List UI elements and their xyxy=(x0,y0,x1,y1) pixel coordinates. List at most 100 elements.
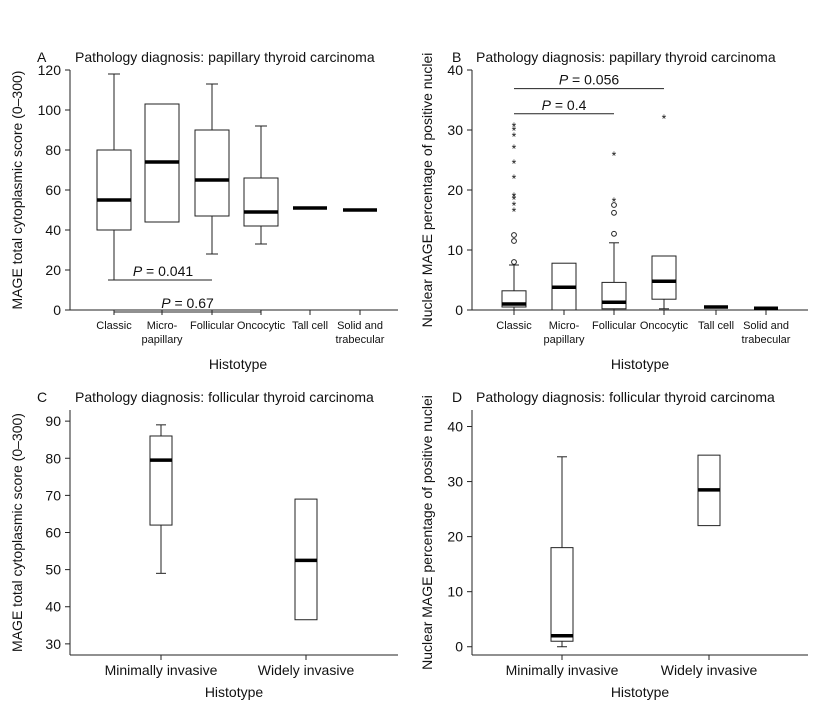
y-tick-label: 80 xyxy=(45,142,61,158)
y-tick-label: 0 xyxy=(53,302,61,318)
x-tick-label: trabecular xyxy=(742,334,791,346)
x-tick-label: Minimally invasive xyxy=(105,662,218,678)
box-plot-3 xyxy=(194,83,230,255)
box-plot-1: ********** xyxy=(501,120,527,311)
y-tick-label: 20 xyxy=(447,182,463,198)
y-axis-label: Nuclear MAGE percentage of positive nucl… xyxy=(419,395,435,670)
y-tick-label: 20 xyxy=(45,262,61,278)
y-tick-label: 80 xyxy=(45,450,61,466)
x-axis-label: Histotype xyxy=(205,684,264,700)
chart-title: Pathology diagnosis: follicular thyroid … xyxy=(476,389,775,405)
x-tick-label: papillary xyxy=(142,334,183,346)
iqr-box xyxy=(194,129,230,217)
box-plot-3: ** xyxy=(601,149,627,311)
extreme-point: * xyxy=(512,157,517,171)
x-tick-label: Micro- xyxy=(147,320,178,332)
box-plot-2 xyxy=(294,498,318,621)
iqr-box xyxy=(651,255,677,300)
chart-title: Pathology diagnosis: papillary thyroid c… xyxy=(75,49,375,65)
extreme-point: * xyxy=(512,124,517,138)
y-tick-label: 60 xyxy=(45,182,61,198)
box-plot-2 xyxy=(551,262,577,311)
box-plot-4: * xyxy=(651,112,677,310)
extreme-point: * xyxy=(612,195,617,209)
extreme-point: * xyxy=(512,199,517,213)
extreme-point: * xyxy=(662,112,667,126)
iqr-box xyxy=(96,149,132,231)
panel-a: A Pathology diagnosis: papillary thyroid … xyxy=(9,49,398,372)
x-tick-label: trabecular xyxy=(336,334,385,346)
p-value-label: P = 0.041 xyxy=(133,263,194,279)
y-tick-label: 70 xyxy=(45,487,61,503)
x-tick-label: Follicular xyxy=(592,320,636,332)
p-value-label: P = 0.4 xyxy=(542,97,587,113)
p-value-label: P = 0.67 xyxy=(161,295,214,311)
y-tick-label: 50 xyxy=(45,562,61,578)
y-tick-label: 30 xyxy=(45,636,61,652)
x-tick-label: papillary xyxy=(544,334,585,346)
iqr-box xyxy=(149,435,173,526)
extreme-point: * xyxy=(512,172,517,186)
iqr-box xyxy=(601,281,627,310)
x-tick-label: Oncocytic xyxy=(237,320,286,332)
x-axis-label: Histotype xyxy=(611,684,670,700)
panel-label: D xyxy=(452,389,462,405)
chart-title: Pathology diagnosis: papillary thyroid c… xyxy=(476,49,776,65)
outlier-point xyxy=(511,232,517,238)
box-plot-1 xyxy=(550,456,574,648)
x-axis-label: Histotype xyxy=(209,356,268,372)
box-plot-2 xyxy=(697,454,721,527)
y-axis-label: Nuclear MAGE percentage of positive nucl… xyxy=(419,53,435,328)
x-tick-label: Oncocytic xyxy=(640,320,689,332)
panel-b: B Pathology diagnosis: papillary thyroid … xyxy=(419,49,808,372)
y-tick-label: 10 xyxy=(447,584,463,600)
y-tick-label: 40 xyxy=(447,419,463,435)
y-tick-label: 20 xyxy=(447,529,463,545)
x-tick-label: Tall cell xyxy=(292,320,328,332)
y-tick-label: 0 xyxy=(455,302,463,318)
y-tick-label: 30 xyxy=(447,474,463,490)
y-tick-label: 40 xyxy=(45,599,61,615)
x-tick-label: Widely invasive xyxy=(661,662,758,678)
y-axis-label: MAGE total cytoplasmic score (0–300) xyxy=(9,71,25,310)
y-tick-label: 40 xyxy=(45,222,61,238)
y-tick-label: 60 xyxy=(45,525,61,541)
box-plot-1 xyxy=(96,73,132,281)
outlier-point xyxy=(611,230,617,237)
x-tick-label: Widely invasive xyxy=(258,662,355,678)
x-tick-label: Minimally invasive xyxy=(506,662,619,678)
box-plot-4 xyxy=(243,125,279,245)
x-tick-label: Classic xyxy=(96,320,132,332)
extreme-point: * xyxy=(512,193,517,207)
box-plot-1 xyxy=(149,424,173,574)
y-tick-label: 100 xyxy=(38,102,62,118)
chart-title: Pathology diagnosis: follicular thyroid … xyxy=(75,389,374,405)
x-tick-label: Classic xyxy=(496,320,532,332)
outlier-point xyxy=(511,259,517,265)
y-tick-label: 90 xyxy=(45,413,61,429)
x-tick-label: Follicular xyxy=(190,320,234,332)
outlier-point xyxy=(611,209,617,216)
outlier-point xyxy=(611,202,617,208)
panel-label: C xyxy=(37,389,47,405)
y-tick-label: 40 xyxy=(447,62,463,78)
extreme-point: * xyxy=(512,190,517,204)
iqr-box xyxy=(550,547,574,642)
panel-label: A xyxy=(37,49,47,65)
box-plot-2 xyxy=(144,103,180,223)
y-tick-label: 0 xyxy=(455,639,463,655)
panel-c: C Pathology diagnosis: follicular thyroid… xyxy=(9,389,398,700)
x-tick-label: Solid and xyxy=(743,320,789,332)
extreme-point: * xyxy=(612,149,617,163)
y-tick-label: 30 xyxy=(447,122,463,138)
x-axis-label: Histotype xyxy=(611,356,670,372)
extreme-point: * xyxy=(512,130,517,144)
y-tick-label: 10 xyxy=(447,242,463,258)
x-tick-label: Micro- xyxy=(549,320,580,332)
panel-d: D Pathology diagnosis: follicular thyroid… xyxy=(419,389,808,700)
extreme-point: * xyxy=(512,142,517,156)
y-tick-label: 120 xyxy=(38,62,62,78)
extreme-point: * xyxy=(512,205,517,219)
outlier-point xyxy=(511,238,517,244)
